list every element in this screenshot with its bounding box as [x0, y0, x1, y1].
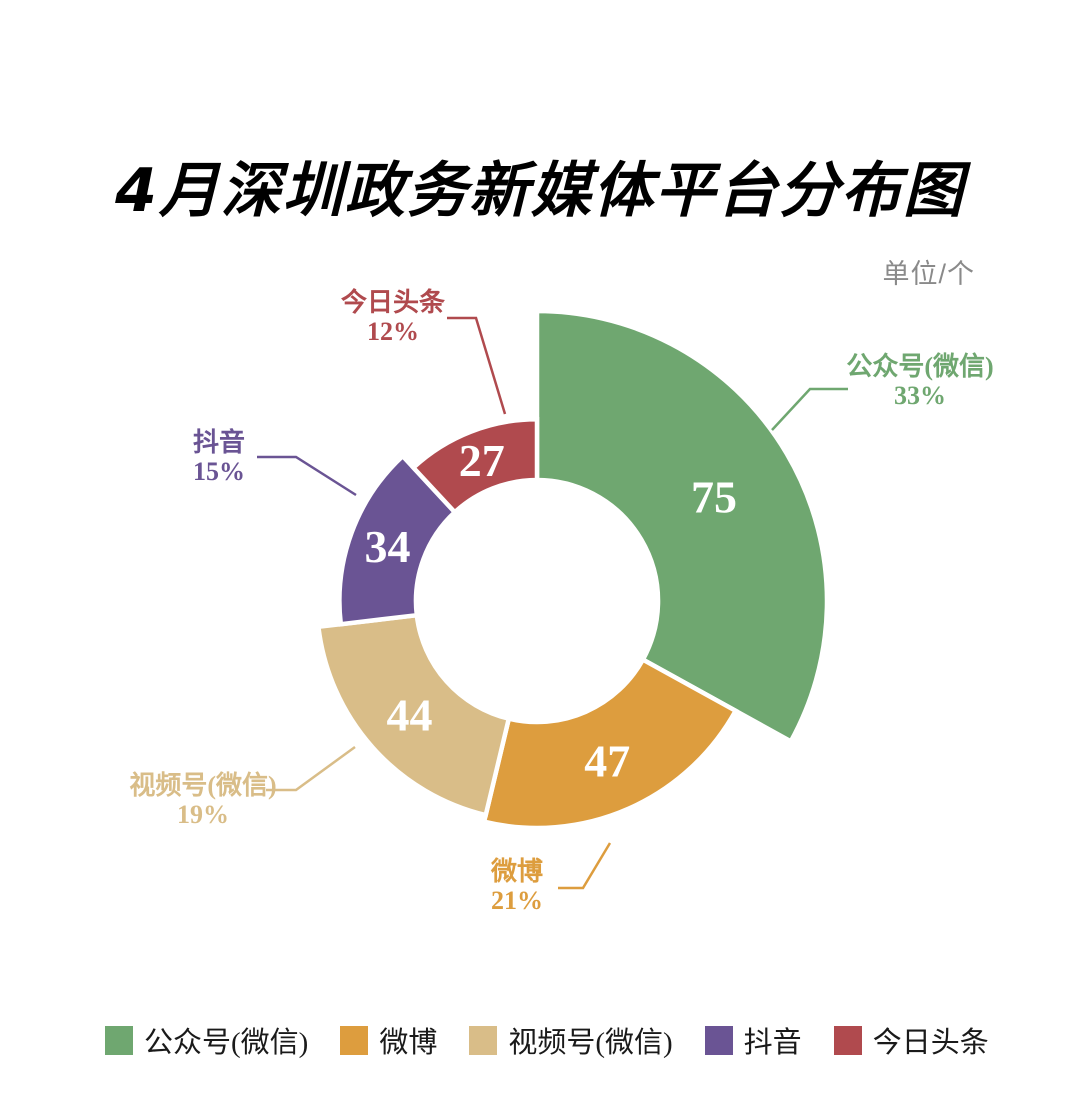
donut-slice-1: [481, 656, 739, 831]
callout-percent: 12%: [367, 317, 419, 346]
callout-percent: 15%: [193, 457, 245, 486]
legend-swatch-wechat-video: [469, 1025, 498, 1055]
legend-label: 视频号(微信): [508, 1027, 673, 1059]
slice-value-label-2: 44: [387, 689, 433, 740]
donut-slice-0: [534, 308, 830, 745]
legend-swatch-toutiao: [833, 1025, 862, 1055]
leader-line-2: [266, 745, 356, 792]
leader-line-0: [771, 387, 848, 431]
callout-percent: 33%: [894, 381, 946, 410]
chart-title: 4月深圳政务新媒体平台分布图: [115, 156, 965, 226]
callout-label: 公众号(微信): [846, 352, 994, 381]
callout-wechat-official: 公众号(微信) 33%: [810, 352, 1030, 410]
legend-item-wechat-official: 公众号(微信): [105, 1019, 308, 1061]
slice-value-label-4: 27: [459, 435, 505, 486]
slice-value-label-3: 34: [365, 521, 411, 572]
legend-item-douyin: 抖音: [704, 1019, 802, 1061]
leader-line-3: [257, 455, 357, 497]
leader-line-4: [447, 316, 507, 415]
legend-swatch-weibo: [340, 1025, 369, 1055]
callout-label: 今日头条: [340, 288, 445, 317]
callout-label: 视频号(微信): [129, 771, 277, 800]
legend-swatch-wechat-official: [105, 1025, 133, 1055]
chart-legend: 公众号(微信) 微博 视频号(微信) 抖音 今日头条: [105, 1019, 1020, 1061]
callout-percent: 21%: [491, 886, 543, 915]
callout-label: 抖音: [192, 428, 245, 457]
legend-label: 今日头条: [872, 1027, 989, 1059]
legend-label: 微博: [379, 1027, 438, 1059]
slice-value-label-1: 47: [584, 735, 630, 786]
callout-percent: 19%: [177, 800, 229, 829]
legend-item-weibo: 微博: [340, 1019, 437, 1061]
callout-douyin: 抖音 15%: [149, 428, 289, 486]
leader-line-1: [558, 842, 612, 890]
callout-label: 微博: [490, 857, 543, 886]
donut-slice-4: [410, 416, 540, 516]
callout-toutiao: 今日头条 12%: [313, 288, 473, 346]
legend-label: 公众号(微信): [144, 1027, 309, 1059]
donut-slice-3: [337, 452, 458, 627]
callout-wechat-video: 视频号(微信) 19%: [103, 771, 303, 829]
legend-item-toutiao: 今日头条: [833, 1019, 989, 1061]
legend-label: 抖音: [743, 1027, 802, 1059]
unit-label: 单位/个: [882, 259, 975, 289]
legend-item-wechat-video: 视频号(微信): [469, 1019, 673, 1061]
callout-weibo: 微博 21%: [437, 857, 597, 915]
legend-swatch-douyin: [704, 1025, 733, 1055]
donut-slice-2: [315, 612, 512, 818]
slice-value-label-0: 75: [691, 472, 737, 523]
